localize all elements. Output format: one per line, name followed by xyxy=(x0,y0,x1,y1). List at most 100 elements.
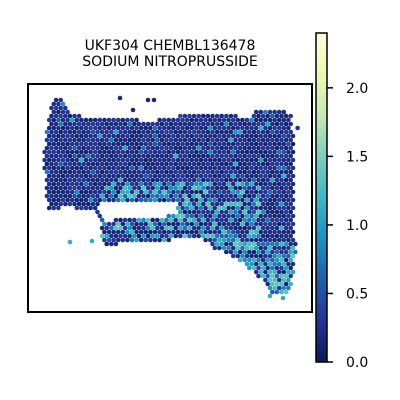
spot-mark xyxy=(168,217,174,223)
spot-mark xyxy=(136,137,142,143)
spot-mark xyxy=(253,229,259,235)
spot-mark xyxy=(221,117,227,123)
spot-mark xyxy=(115,197,121,203)
spot-mark xyxy=(79,173,84,179)
spot-mark xyxy=(113,177,119,183)
spot-mark xyxy=(240,173,245,179)
spot-mark xyxy=(99,129,105,135)
spot-mark xyxy=(258,141,264,147)
spot-mark xyxy=(63,185,68,191)
spot-mark xyxy=(274,289,280,295)
spot-mark xyxy=(76,113,82,119)
spot-mark xyxy=(276,277,282,283)
spot-mark xyxy=(242,121,247,127)
spot-mark xyxy=(253,261,259,267)
spot-mark xyxy=(132,177,137,183)
spot-mark xyxy=(184,229,190,235)
spot-mark xyxy=(109,121,114,127)
spot-mark xyxy=(270,233,275,239)
spot-mark xyxy=(166,125,172,131)
spot-mark xyxy=(205,185,211,191)
spot-mark xyxy=(65,197,70,203)
spot-mark xyxy=(247,177,252,183)
spot-mark xyxy=(168,233,174,239)
spot-mark xyxy=(288,225,294,231)
spot-mark xyxy=(148,197,153,203)
spot-mark xyxy=(267,109,273,115)
spot-mark xyxy=(286,285,291,291)
spot-mark xyxy=(281,117,287,123)
spot-mark xyxy=(178,193,183,199)
spot-mark xyxy=(288,257,294,263)
spot-mark xyxy=(263,197,268,203)
spot-mark xyxy=(281,189,287,195)
spot-mark xyxy=(178,209,183,215)
spot-mark xyxy=(56,173,61,179)
spot-mark xyxy=(276,213,282,219)
spot-mark xyxy=(191,169,197,175)
spot-mark xyxy=(67,137,73,143)
spot-mark xyxy=(180,133,185,139)
spot-mark xyxy=(88,149,93,155)
spot-mark xyxy=(253,133,259,139)
spot-mark xyxy=(212,133,218,139)
spot-mark xyxy=(182,209,188,215)
spot-mark xyxy=(286,189,291,195)
spot-mark xyxy=(159,161,165,167)
spot-mark xyxy=(270,193,275,199)
spot-mark xyxy=(272,165,277,171)
spot-mark xyxy=(102,125,107,131)
spot-mark xyxy=(194,157,199,163)
spot-mark xyxy=(76,129,82,135)
spot-mark xyxy=(221,213,227,219)
spot-mark xyxy=(166,213,172,219)
spot-mark xyxy=(191,233,197,239)
spot-mark xyxy=(95,145,100,151)
spot-mark xyxy=(109,137,114,143)
spot-mark xyxy=(138,157,144,163)
spot-mark xyxy=(226,181,231,187)
colorbar-ticks: 0.00.51.01.52.0 xyxy=(327,81,368,371)
spot-mark xyxy=(129,229,135,235)
spot-mark xyxy=(83,165,89,171)
spot-mark xyxy=(286,205,291,211)
spot-mark xyxy=(194,189,199,195)
spot-mark xyxy=(109,185,114,191)
spot-mark xyxy=(155,145,160,151)
spot-mark xyxy=(270,289,275,295)
spot-mark xyxy=(251,121,257,127)
spot-mark xyxy=(120,157,126,163)
spot-mark xyxy=(184,205,190,211)
spot-mark xyxy=(161,189,167,195)
spot-mark xyxy=(272,141,277,147)
spot-mark xyxy=(247,225,252,231)
spot-mark xyxy=(184,149,190,155)
spot-mark xyxy=(65,181,70,187)
spot-mark xyxy=(63,201,68,207)
colorbar-tick-label: 0.5 xyxy=(346,286,368,302)
spot-mark xyxy=(279,209,284,215)
spot-mark xyxy=(155,193,160,199)
spot-mark xyxy=(111,229,116,235)
spot-mark xyxy=(226,173,231,179)
spot-mark xyxy=(83,173,89,179)
spot-mark xyxy=(63,161,68,167)
spot-mark xyxy=(263,205,268,211)
spot-mark xyxy=(214,193,220,199)
spot-mark xyxy=(276,269,282,275)
spot-mark xyxy=(46,117,52,123)
spot-mark xyxy=(53,185,59,191)
spot-mark xyxy=(134,133,139,139)
spot-mark xyxy=(207,181,213,187)
spot-mark xyxy=(233,137,238,143)
spot-mark xyxy=(226,197,231,203)
spot-mark xyxy=(97,165,103,171)
spot-mark xyxy=(210,113,215,119)
spot-mark xyxy=(272,125,277,131)
spot-mark xyxy=(230,189,236,195)
spot-mark xyxy=(157,181,162,187)
spot-mark xyxy=(221,181,227,187)
spot-mark xyxy=(187,145,192,151)
spot-mark xyxy=(224,209,229,215)
spot-mark xyxy=(260,193,266,199)
